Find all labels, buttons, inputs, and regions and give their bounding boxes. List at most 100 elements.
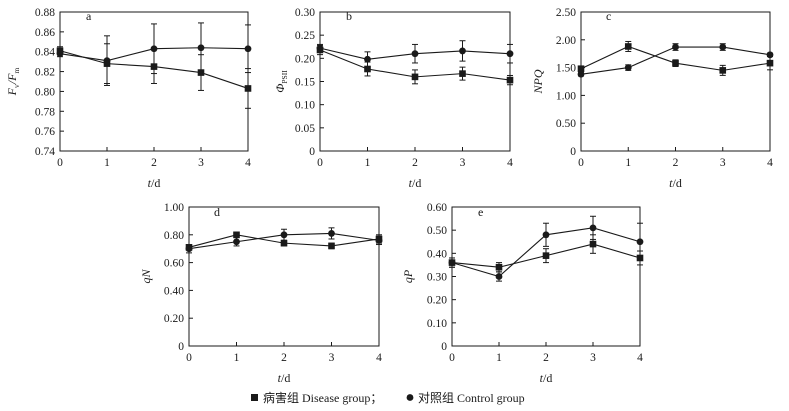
y-tick-label: 0.05 (295, 123, 315, 135)
data-point-circle (328, 230, 335, 237)
data-point-square (411, 73, 419, 81)
y-tick-label: 1.00 (556, 90, 576, 102)
y-tick-label: 0.40 (164, 285, 184, 297)
y-tick-label: 0.20 (427, 295, 447, 307)
y-tick-label: 0 (570, 146, 576, 158)
y-axis-title-subscript: PSII (280, 70, 289, 84)
x-tick-label: 0 (186, 352, 192, 364)
legend-disease-marker (251, 394, 258, 401)
data-point-circle (233, 238, 240, 246)
chart-panel-c: 0 0.50 1.00 1.50 2.00 2.50 0 1 2 3 4 c t/d NPQ (531, 7, 774, 190)
x-axis-title-main: t (148, 176, 152, 190)
data-point-square (542, 252, 550, 259)
y-tick-label: 0.86 (35, 27, 55, 39)
x-axis-title-unit: /d (281, 371, 290, 385)
data-point-circle (56, 50, 64, 58)
y-tick-label: 0.82 (35, 67, 55, 79)
x-tick-label: 2 (151, 157, 157, 169)
data-point-square (233, 231, 240, 239)
y-tick-label: 0.30 (295, 7, 315, 19)
series-control (448, 215, 644, 282)
data-point-square (719, 67, 727, 74)
y-tick-label: 0.30 (427, 272, 447, 284)
data-point-circle (375, 236, 383, 244)
x-tick-label: 1 (234, 352, 240, 364)
data-point-circle (103, 57, 111, 65)
x-tick-label: 2 (412, 157, 418, 169)
x-tick-label: 4 (376, 352, 382, 364)
series-control (56, 22, 252, 86)
chart-panel-d: 0 0.20 0.40 0.60 0.80 1.00 0 1 2 3 4 d t/d qN (139, 202, 383, 385)
data-point-square (328, 242, 335, 250)
plot-frame (188, 206, 380, 347)
y-tick-label: 0.10 (427, 318, 447, 330)
panel-letter: d (214, 205, 220, 219)
data-point-circle (459, 47, 466, 55)
x-tick-label: 4 (637, 352, 643, 364)
y-axis-title-part: NPQ (531, 69, 545, 94)
y-tick-label: 0.40 (427, 248, 447, 260)
x-tick-label: 0 (317, 157, 323, 169)
y-axis-title-subscript: m (12, 68, 21, 74)
y-tick-label: 0.84 (35, 47, 55, 59)
data-point-circle (542, 231, 550, 239)
y-axis-title: NPQ (531, 69, 545, 94)
data-point-circle (316, 44, 324, 52)
chart-panel-e: 0 0.10 0.20 0.30 0.40 0.50 0.60 0 1 2 3 4 e t/d qP (401, 202, 644, 385)
x-axis-title: t/d (278, 371, 291, 385)
x-axis-title: t/d (669, 176, 682, 190)
y-tick-label: 1.50 (556, 63, 576, 75)
y-axis-title: qN (139, 269, 153, 284)
y-tick-label: 0.25 (295, 30, 315, 42)
x-tick-label: 2 (281, 352, 287, 364)
x-tick-label: 4 (245, 157, 251, 169)
x-tick-label: 3 (590, 352, 596, 364)
data-point-square (280, 239, 288, 247)
y-tick-label: 1.00 (164, 202, 184, 214)
y-tick-label: 0.80 (164, 230, 184, 242)
data-point-square (589, 240, 597, 248)
x-tick-label: 0 (57, 157, 63, 169)
y-axis-title-subscript: v (12, 84, 21, 88)
x-tick-label: 1 (104, 157, 110, 169)
data-point-circle (506, 50, 514, 58)
x-tick-label: 4 (507, 157, 513, 169)
y-axis-title-part: /F (5, 73, 19, 85)
y-axis-title-part: Φ (273, 84, 287, 93)
x-axis-title: t/d (409, 176, 422, 190)
data-point-circle (411, 50, 419, 58)
x-axis-title-unit: /d (412, 176, 421, 190)
x-axis-title: t/d (540, 371, 553, 385)
y-axis-title: qP (401, 269, 415, 283)
x-tick-label: 3 (198, 157, 204, 169)
x-axis-title-main: t (669, 176, 673, 190)
y-tick-label: 0.60 (427, 202, 447, 214)
legend: 病害组 Disease group； 对照组 Control group (251, 390, 525, 405)
x-tick-label: 0 (578, 157, 584, 169)
y-axis-title: ΦPSII (273, 70, 289, 93)
x-tick-label: 1 (625, 157, 631, 169)
x-tick-label: 3 (460, 157, 466, 169)
series-control (577, 43, 774, 78)
y-axis-title: Fv/Fm (5, 68, 21, 97)
data-point-square (495, 263, 503, 271)
data-point-circle (364, 55, 371, 63)
legend-control-label: 对照组 Control group (418, 391, 525, 405)
x-tick-label: 1 (365, 157, 371, 169)
data-point-circle (280, 231, 288, 239)
data-point-circle (448, 259, 456, 266)
y-tick-label: 0.20 (164, 313, 184, 325)
plot-frame (580, 11, 771, 152)
x-axis-title-main: t (540, 371, 544, 385)
x-axis-title-main: t (278, 371, 282, 385)
x-tick-label: 1 (496, 352, 502, 364)
panel-letter: c (606, 9, 611, 23)
data-point-circle (636, 238, 644, 246)
data-point-circle (577, 70, 585, 78)
data-point-square (244, 85, 252, 92)
x-tick-label: 0 (449, 352, 455, 364)
y-axis-title-part: F (5, 87, 19, 96)
x-tick-label: 2 (543, 352, 549, 364)
data-point-circle (589, 224, 597, 232)
